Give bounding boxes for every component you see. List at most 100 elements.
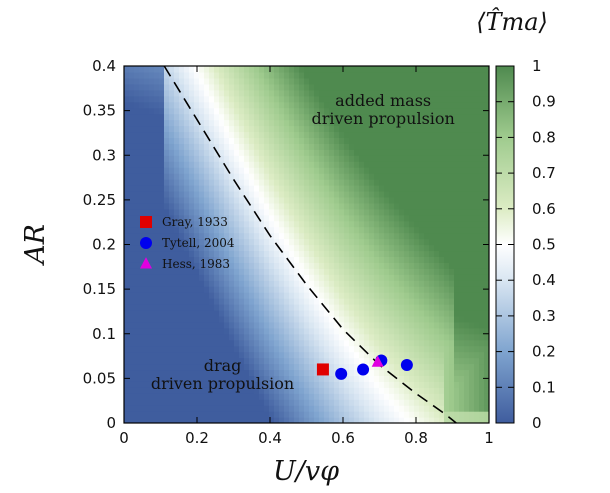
- heatmap-cell: [314, 220, 320, 228]
- heatmap-cell: [359, 387, 365, 394]
- heatmap-cell: [329, 214, 335, 222]
- heatmap-cell: [254, 292, 260, 299]
- heatmap-cell: [329, 66, 335, 73]
- heatmap-cell: [384, 268, 390, 275]
- heatmap-cell: [464, 363, 470, 371]
- heatmap-cell: [409, 202, 415, 210]
- heatmap-cell: [299, 304, 305, 311]
- heatmap-cell: [419, 95, 425, 103]
- heatmap-cell: [399, 262, 405, 269]
- heatmap-cell: [484, 232, 489, 240]
- heatmap-cell: [249, 101, 255, 109]
- heatmap-cell: [344, 280, 350, 287]
- heatmap-cell: [259, 411, 265, 418]
- heatmap-cell: [309, 321, 315, 329]
- heatmap-cell: [434, 71, 440, 79]
- heatmap-cell: [149, 131, 155, 138]
- heatmap-cell: [269, 137, 275, 144]
- heatmap-cell: [159, 232, 165, 240]
- heatmap-cell: [464, 89, 470, 97]
- heatmap-cell: [444, 190, 450, 198]
- heatmap-cell: [299, 381, 305, 388]
- heatmap-cell: [414, 190, 420, 198]
- heatmap-cell: [264, 107, 270, 115]
- heatmap-cell: [434, 173, 440, 180]
- heatmap-cell: [249, 262, 255, 269]
- heatmap-cell: [259, 179, 265, 186]
- heatmap-cell: [174, 71, 180, 79]
- heatmap-cell: [149, 185, 155, 192]
- heatmap-cell: [304, 357, 310, 365]
- heatmap-cell: [129, 333, 135, 341]
- heatmap-cell: [414, 155, 420, 162]
- heatmap-cell: [479, 298, 485, 305]
- heatmap-cell: [429, 179, 435, 186]
- heatmap-cell: [174, 119, 180, 127]
- heatmap-cell: [269, 107, 275, 115]
- heatmap-cell: [154, 113, 160, 121]
- heatmap-cell: [314, 256, 320, 263]
- heatmap-cell: [209, 405, 215, 412]
- heatmap-cell: [464, 351, 470, 359]
- heatmap-cell: [399, 113, 405, 121]
- heatmap-cell: [289, 95, 295, 103]
- heatmap-cell: [244, 274, 250, 281]
- heatmap-cell: [254, 333, 260, 341]
- heatmap-cell: [164, 244, 170, 252]
- heatmap-cell: [169, 298, 175, 305]
- heatmap-cell: [254, 244, 260, 252]
- heatmap-cell: [259, 131, 265, 138]
- heatmap-cell: [384, 256, 390, 263]
- heatmap-cell: [484, 173, 489, 180]
- heatmap-cell: [449, 89, 455, 97]
- heatmap-cell: [274, 250, 280, 257]
- heatmap-cell: [169, 167, 175, 174]
- heatmap-cell: [324, 411, 330, 418]
- heatmap-cell: [429, 143, 435, 150]
- heatmap-cell: [334, 107, 340, 115]
- heatmap-cell: [219, 95, 225, 103]
- heatmap-cell: [484, 185, 489, 192]
- heatmap-cell: [249, 387, 255, 394]
- heatmap-cell: [474, 220, 480, 228]
- heatmap-cell: [464, 292, 470, 299]
- heatmap-cell: [279, 280, 285, 287]
- heatmap-cell: [404, 399, 410, 406]
- heatmap-cell: [279, 143, 285, 150]
- heatmap-cell: [344, 131, 350, 138]
- heatmap-cell: [309, 185, 315, 192]
- heatmap-cell: [399, 131, 405, 138]
- heatmap-cell: [309, 77, 315, 85]
- heatmap-cell: [324, 268, 330, 275]
- heatmap-cell: [334, 83, 340, 91]
- heatmap-cell: [364, 262, 370, 269]
- heatmap-cell: [369, 232, 375, 240]
- heatmap-cell: [434, 77, 440, 85]
- heatmap-cell: [139, 149, 145, 156]
- heatmap-cell: [214, 292, 220, 299]
- heatmap-cell: [314, 244, 320, 252]
- heatmap-cell: [214, 411, 220, 418]
- heatmap-cell: [429, 411, 435, 418]
- heatmap-cell: [159, 196, 165, 204]
- heatmap-cell: [329, 250, 335, 257]
- heatmap-cell: [254, 238, 260, 246]
- heatmap-cell: [309, 113, 315, 121]
- heatmap-cell: [189, 333, 195, 341]
- heatmap-cell: [289, 292, 295, 299]
- heatmap-cell: [159, 262, 165, 269]
- heatmap-cell: [224, 387, 230, 394]
- heatmap-cell: [374, 309, 380, 317]
- heatmap-cell: [289, 274, 295, 281]
- heatmap-cell: [254, 375, 260, 382]
- heatmap-cell: [304, 101, 310, 109]
- heatmap-cell: [399, 274, 405, 281]
- heatmap-cell: [204, 119, 210, 127]
- heatmap-cell: [284, 119, 290, 127]
- heatmap-cell: [379, 208, 385, 216]
- heatmap-cell: [444, 262, 450, 269]
- heatmap-cell: [129, 244, 135, 252]
- heatmap-cell: [449, 309, 455, 317]
- heatmap-cell: [404, 101, 410, 109]
- heatmap-cell: [179, 179, 185, 186]
